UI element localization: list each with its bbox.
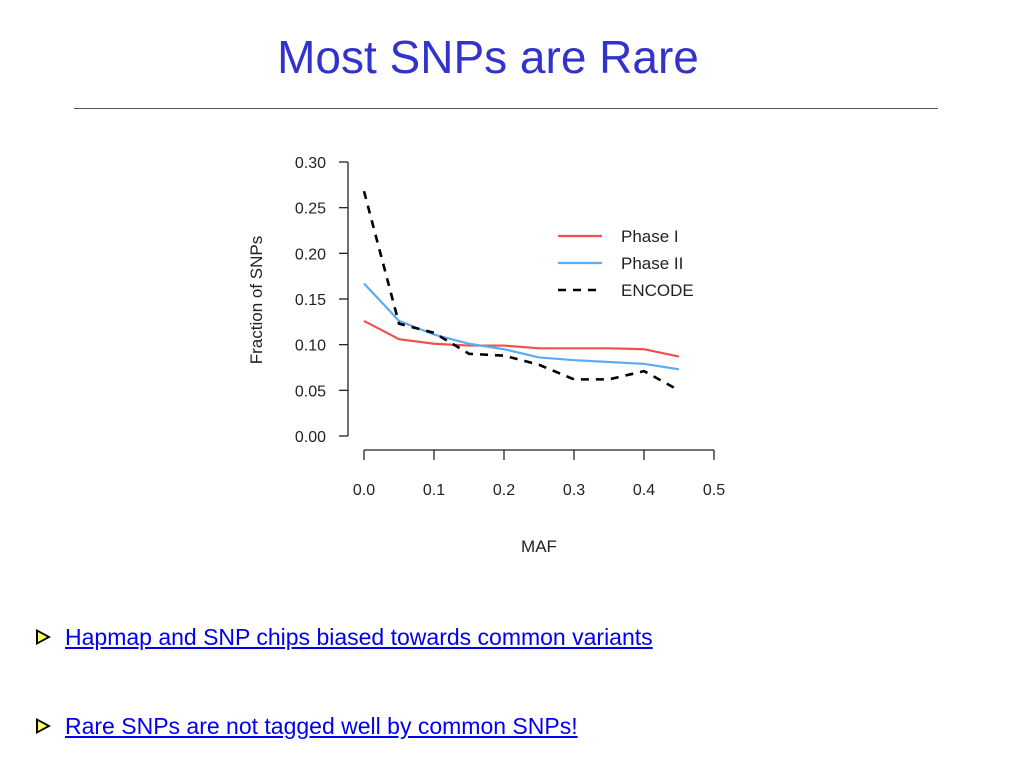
x-tick-label: 0.0 <box>353 482 375 499</box>
x-axis: 0.0 0.1 0.2 0.3 0.4 0.5 <box>353 449 725 499</box>
x-tick-label: 0.1 <box>423 482 445 499</box>
y-tick-label: 0.05 <box>295 383 326 400</box>
legend-label: Phase I <box>621 227 679 246</box>
y-tick-label: 0.25 <box>295 201 326 218</box>
y-axis: 0.00 0.05 0.10 0.15 0.20 0.25 0.30 <box>295 155 349 446</box>
x-axis-label: MAF <box>521 537 557 556</box>
triangle-bullet-icon <box>36 629 51 645</box>
line-chart: 0.000.050.100.150.200.250.30 0.0 0.1 0.2 0.… <box>247 155 725 556</box>
y-axis-label: Fraction of SNPs <box>247 236 266 365</box>
y-tick-label: 0.30 <box>295 155 326 172</box>
bullet-link-rare-snps[interactable]: Rare SNPs are not tagged well by common … <box>65 712 578 739</box>
bullet-item: Rare SNPs are not tagged well by common … <box>36 711 578 741</box>
x-tick-label: 0.5 <box>703 482 725 499</box>
y-tick-label: 0.15 <box>295 292 326 309</box>
title-divider <box>74 108 938 109</box>
x-tick-label: 0.2 <box>493 482 515 499</box>
legend: Phase I Phase II ENCODE <box>558 227 694 300</box>
slide-title: Most SNPs are Rare <box>277 31 699 83</box>
bullet-item: Hapmap and SNP chips biased towards comm… <box>36 622 653 652</box>
legend-label: Phase II <box>621 254 683 273</box>
y-tick-label: 0.20 <box>295 246 326 263</box>
series-line-phase-i <box>363 319 680 358</box>
series-line-encode <box>362 190 680 392</box>
y-tick-label: 0.00 <box>295 429 326 446</box>
x-tick-label: 0.3 <box>563 482 585 499</box>
x-tick-label: 0.4 <box>633 482 655 499</box>
y-tick-label: 0.10 <box>295 338 326 355</box>
legend-label: ENCODE <box>621 281 694 300</box>
triangle-bullet-icon <box>36 718 51 734</box>
series-lines <box>362 190 680 392</box>
bullet-link-hapmap[interactable]: Hapmap and SNP chips biased towards comm… <box>65 623 653 650</box>
